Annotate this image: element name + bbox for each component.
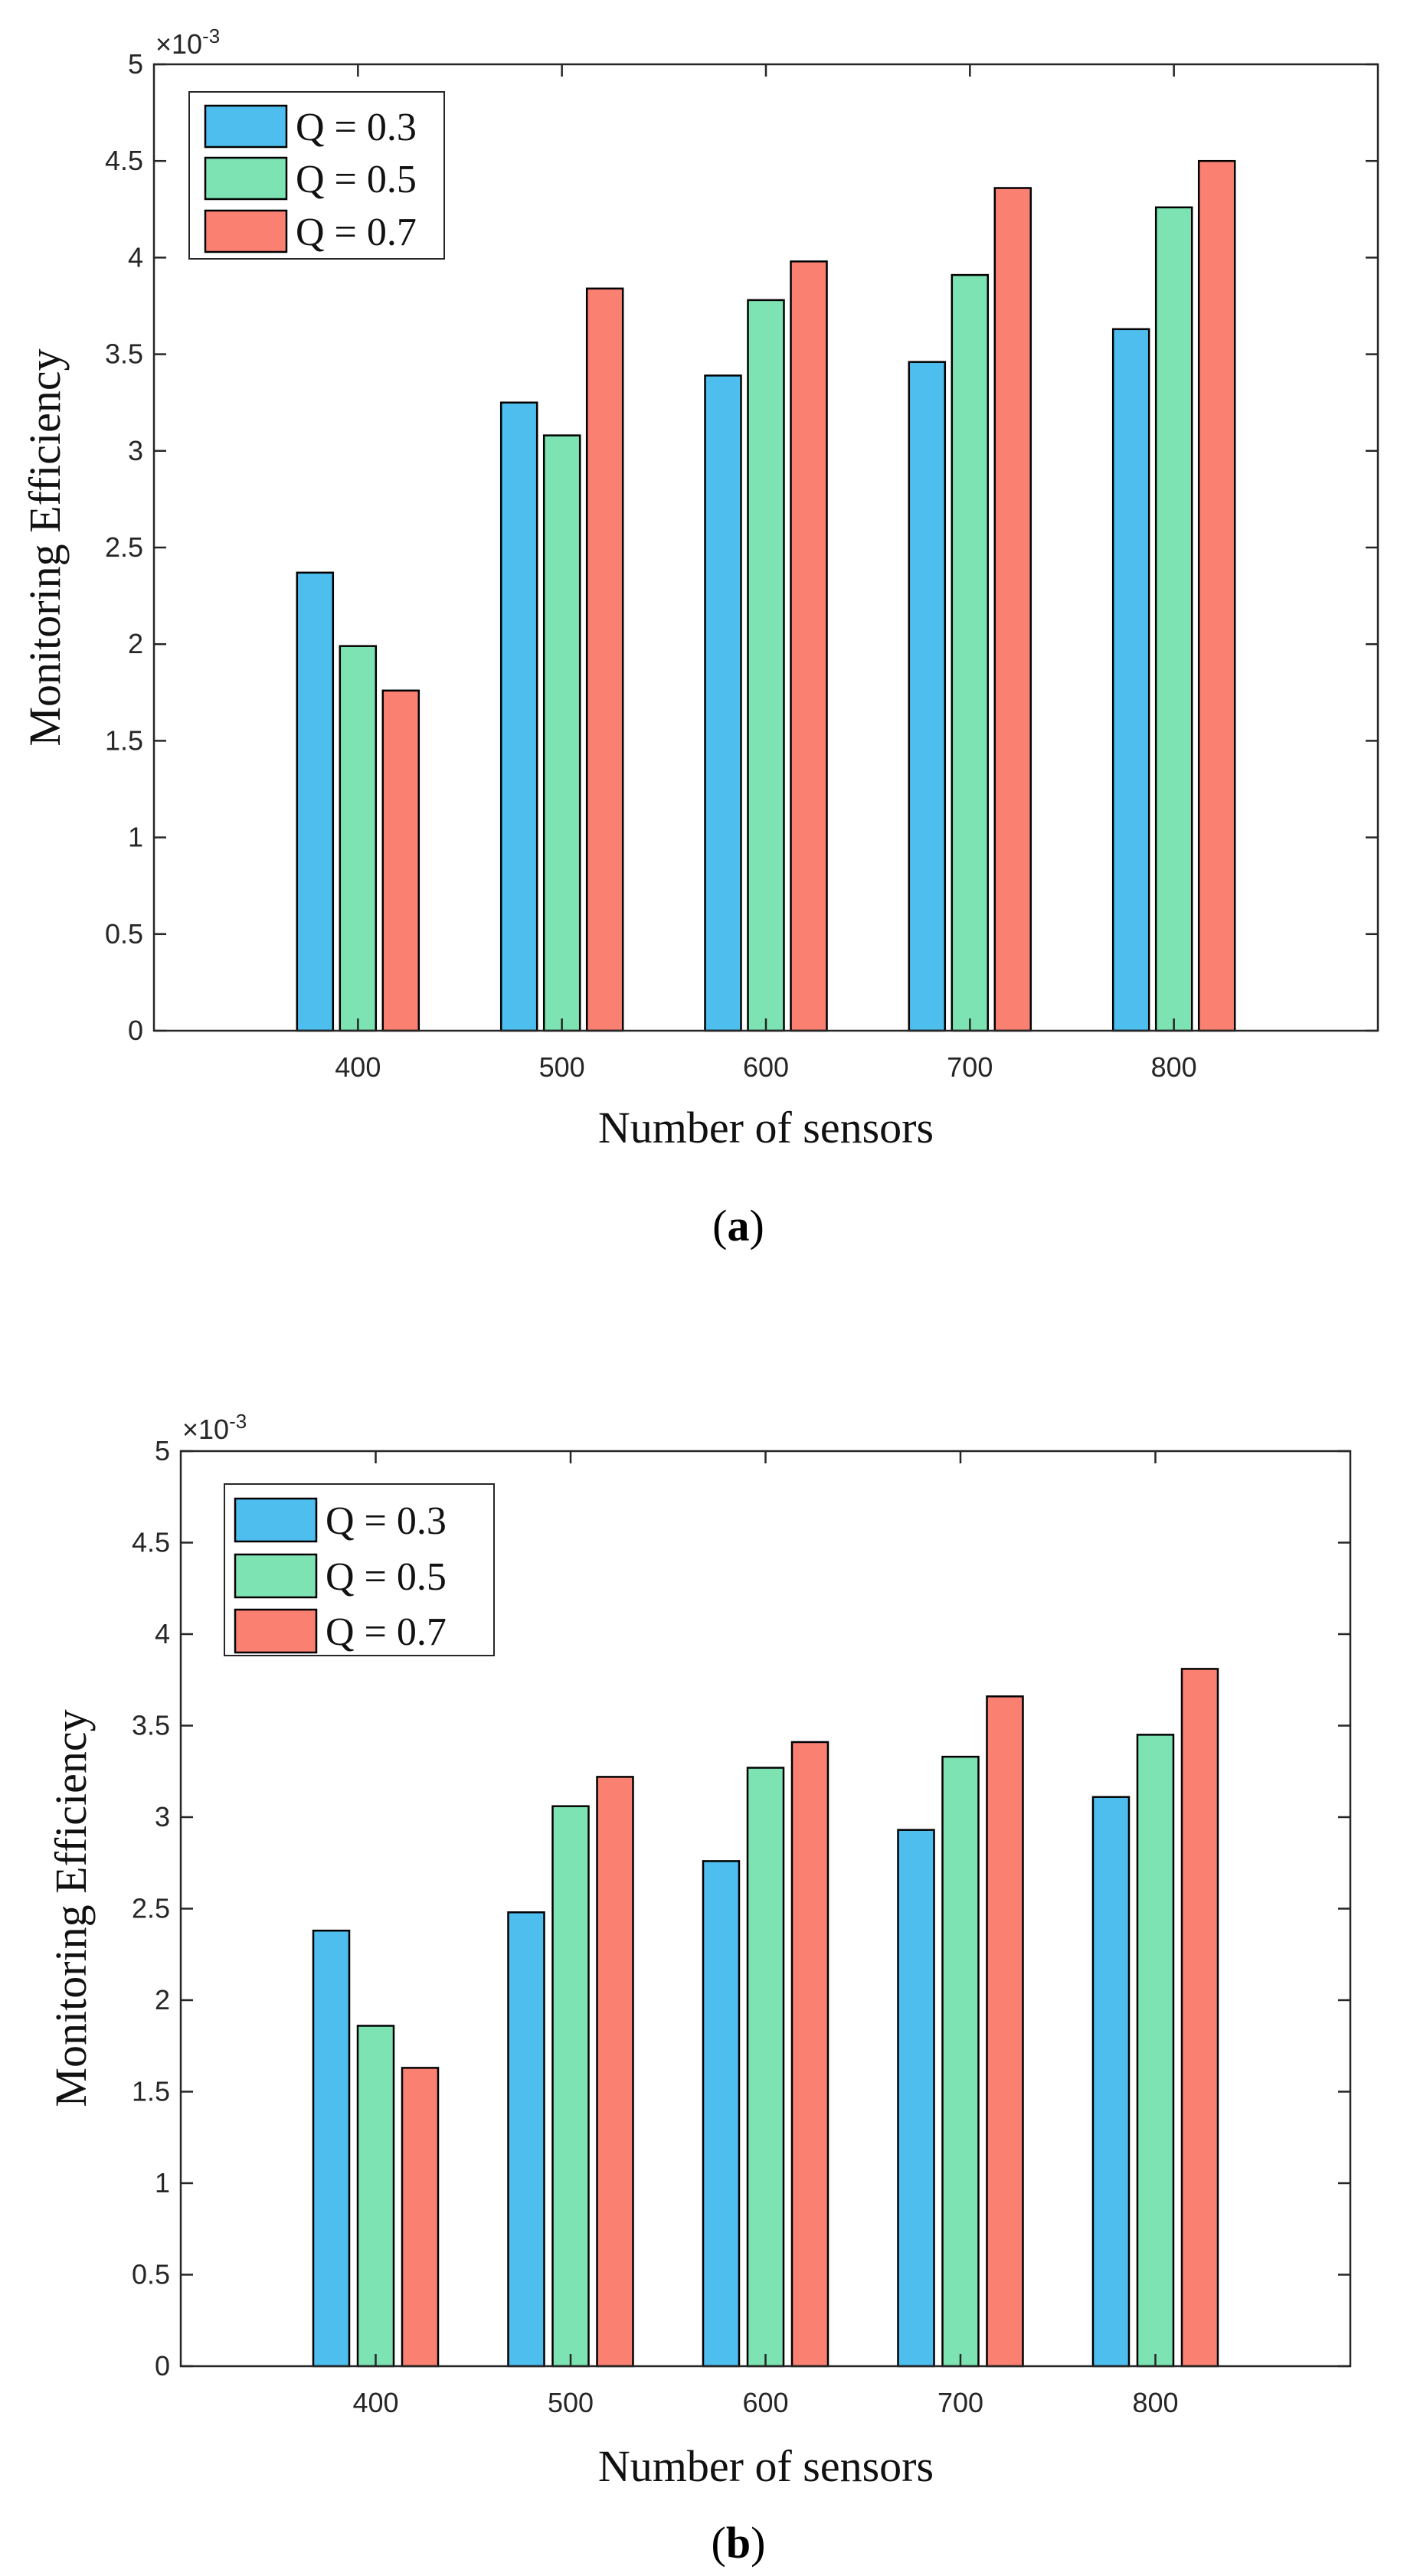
y-tick-label: 1	[128, 822, 143, 853]
legend-swatch	[204, 156, 288, 201]
legend-b: Q = 0.3 Q = 0.5 Q = 0.7	[224, 1483, 495, 1656]
y-scale-factor-a: ×10-3	[155, 25, 220, 60]
bar-b-Q07-700	[986, 1695, 1024, 2368]
legend-swatch	[204, 104, 288, 149]
y-tick-label: 3.5	[105, 338, 143, 370]
y-tick-label: 5	[155, 1435, 170, 1466]
y-tick-label: 3.5	[132, 1710, 170, 1741]
y-tick-labels-a: 0 0.5 1 1.5 2 2.5 3 3.5 4 4.5 5	[105, 48, 143, 1046]
x-tick-label: 400	[352, 2387, 398, 2418]
legend-label: Q = 0.3	[296, 106, 417, 149]
bar-b-Q07-400	[401, 2067, 440, 2368]
bar-b-Q05-600	[746, 1767, 785, 2368]
y-tick-label: 2.5	[105, 531, 143, 563]
chart-panel-a: 0 0.5 1 1.5 2 2.5 3 3.5 4 4.5 5 400 500 600 700 800 ×1…	[20, 25, 1379, 1250]
x-tick-labels-b: 400 500 600 700 800	[352, 2387, 1178, 2418]
bar-a-Q07-800	[1197, 159, 1236, 1032]
caption-b: (b)	[712, 2518, 766, 2568]
bars-a	[296, 159, 1236, 1032]
plot-frame-b	[179, 1450, 1352, 2368]
bar-a-Q03-500	[499, 401, 538, 1032]
y-tick-label: 0	[155, 2350, 170, 2381]
legend-label: Q = 0.7	[326, 1610, 447, 1654]
legend-label: Q = 0.5	[296, 158, 417, 201]
x-tick-label: 800	[1151, 1051, 1197, 1083]
y-tick-label: 3	[128, 435, 143, 466]
x-tick-label: 400	[335, 1051, 381, 1083]
y-tick-label: 1	[155, 2167, 170, 2198]
y-tick-label: 0.5	[105, 918, 143, 950]
legend-items-a: Q = 0.3 Q = 0.5 Q = 0.7	[204, 104, 417, 254]
legend-swatch	[204, 209, 288, 253]
bar-a-Q03-800	[1111, 328, 1150, 1032]
bar-a-Q03-700	[908, 361, 947, 1032]
caption-a: (a)	[712, 1201, 764, 1250]
y-tick-label: 1.5	[132, 2076, 170, 2107]
bar-b-Q05-500	[551, 1805, 590, 2368]
bars-b	[312, 1668, 1219, 2368]
legend-items-b: Q = 0.3 Q = 0.5 Q = 0.7	[234, 1497, 447, 1654]
bar-a-Q07-600	[790, 260, 828, 1032]
bar-b-Q03-500	[507, 1911, 545, 2368]
chart-panel-b: 0 0.5 1 1.5 2 2.5 3 3.5 4 4.5 5 400 500 600 700 800 ×1…	[46, 1410, 1352, 2568]
y-scale-factor-b: ×10-3	[182, 1410, 247, 1445]
legend-swatch	[234, 1497, 318, 1543]
bar-b-Q05-700	[941, 1755, 980, 2368]
y-tick-label: 1.5	[105, 724, 143, 756]
bar-a-Q07-400	[381, 689, 420, 1032]
bar-a-Q05-700	[951, 273, 990, 1032]
x-tick-label: 600	[742, 2387, 788, 2418]
bar-a-Q03-400	[296, 571, 335, 1032]
x-tick-label: 500	[548, 2387, 594, 2418]
y-tick-label: 2.5	[132, 1893, 170, 1924]
legend-swatch	[234, 1608, 318, 1654]
x-tick-labels-a: 400 500 600 700 800	[335, 1051, 1196, 1083]
legend-swatch	[234, 1553, 318, 1599]
y-tick-label: 4.5	[132, 1527, 170, 1558]
bar-a-Q05-500	[542, 434, 581, 1032]
plot-frame-a	[152, 63, 1379, 1032]
x-axis-title-b: Number of sensors	[598, 2441, 934, 2491]
x-tick-label: 500	[539, 1051, 585, 1083]
bar-b-Q03-400	[312, 1929, 351, 2368]
bar-a-Q05-800	[1154, 206, 1193, 1032]
y-tick-label: 3	[155, 1801, 170, 1832]
y-axis-title-b: Monitoring Efficiency	[46, 1709, 96, 2107]
bar-b-Q03-700	[897, 1829, 935, 2368]
y-tick-labels-b: 0 0.5 1 1.5 2 2.5 3 3.5 4 4.5 5	[132, 1435, 170, 2381]
y-tick-label: 0	[128, 1015, 143, 1046]
x-axis-title-a: Number of sensors	[598, 1103, 934, 1152]
x-tick-label: 600	[743, 1051, 789, 1083]
y-tick-label: 0.5	[132, 2259, 170, 2290]
x-tick-label: 700	[947, 1051, 993, 1083]
bar-b-Q07-800	[1180, 1668, 1219, 2368]
bar-b-Q03-600	[702, 1860, 741, 2368]
legend-label: Q = 0.3	[326, 1499, 447, 1543]
bar-a-Q05-400	[339, 645, 378, 1032]
y-tick-label: 2	[128, 628, 143, 659]
bar-a-Q03-600	[704, 374, 742, 1032]
bar-a-Q05-600	[747, 299, 785, 1032]
bar-b-Q07-500	[596, 1776, 634, 2368]
x-tick-label: 800	[1132, 2387, 1178, 2418]
y-tick-label: 4	[155, 1618, 170, 1649]
legend-label: Q = 0.5	[326, 1555, 447, 1599]
bar-b-Q03-800	[1091, 1796, 1131, 2368]
x-tick-label: 700	[937, 2387, 983, 2418]
legend-label: Q = 0.7	[296, 211, 417, 254]
bar-a-Q07-700	[993, 187, 1032, 1032]
y-tick-label: 5	[128, 48, 143, 80]
bar-b-Q05-400	[356, 2025, 395, 2368]
bar-a-Q07-500	[585, 287, 624, 1032]
y-tick-label: 4	[128, 241, 143, 273]
y-tick-label: 2	[155, 1984, 170, 2015]
bar-b-Q07-600	[790, 1741, 829, 2368]
y-tick-label: 4.5	[105, 145, 143, 176]
y-axis-title-a: Monitoring Efficiency	[20, 348, 70, 746]
legend-a: Q = 0.3 Q = 0.5 Q = 0.7	[188, 91, 445, 260]
bar-b-Q05-800	[1136, 1734, 1175, 2368]
